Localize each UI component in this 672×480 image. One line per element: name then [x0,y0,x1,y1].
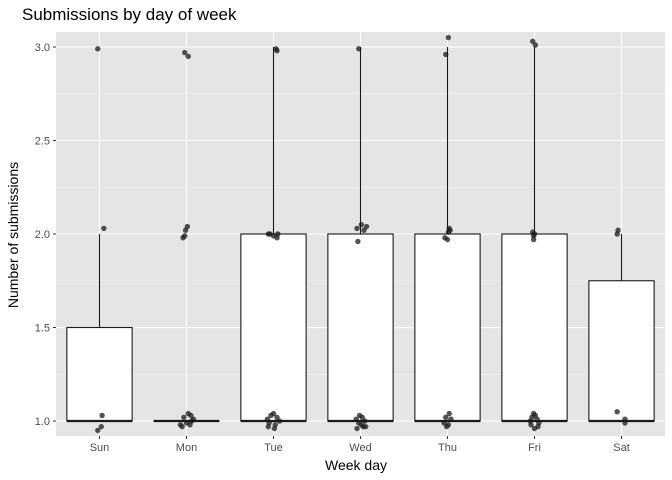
data-point [268,412,274,419]
x-tick-label: Tue [264,442,283,454]
box-sun [66,234,133,423]
x-axis: Sun Mon Tue Wed Thu Fri Sat [90,436,630,454]
data-point [530,38,536,45]
data-point [361,227,367,233]
data-point [182,233,188,239]
data-point [614,231,620,237]
data-point [622,420,628,426]
data-point [528,422,534,428]
y-tick-label: 3.0 [35,42,50,54]
data-point [181,414,187,420]
data-point [355,238,361,245]
data-point [363,223,370,230]
x-axis-title: Week day [325,457,387,473]
data-point [358,221,365,228]
data-point [614,408,620,415]
x-tick-label: Thu [438,442,457,454]
data-point [354,225,360,232]
box-wed [327,46,394,423]
data-point [446,410,452,417]
point-layer [95,34,628,434]
data-point [362,418,368,424]
data-point [622,416,628,422]
data-point [530,233,537,239]
data-point [441,420,447,426]
x-tick-label: Mon [176,442,197,454]
box-layer [66,46,655,423]
data-point [530,236,537,243]
box-body [66,326,133,422]
y-tick-label: 2.0 [35,229,50,241]
box-body [414,233,481,422]
box-sat [588,234,655,423]
data-point [265,423,271,430]
data-point [359,414,365,420]
box-tue [240,46,307,423]
data-point [182,227,189,233]
data-point [98,423,104,430]
box-fri [501,46,568,423]
box-body [327,233,394,422]
y-tick-label: 1.0 [35,416,50,428]
data-point [95,427,101,434]
data-point [95,46,101,52]
data-point [531,425,538,432]
data-point [353,416,359,422]
data-point [448,416,454,422]
data-point [445,34,452,41]
data-point [185,53,191,60]
data-point [99,412,105,419]
x-tick-label: Sun [90,442,110,454]
data-point [101,225,107,232]
y-tick-label: 1.5 [35,323,50,335]
box-thu [414,46,481,423]
box-body [588,280,655,422]
y-axis-title: Number of submissions [5,162,21,308]
y-axis: 1.0 1.5 2.0 2.5 3.0 [35,42,56,428]
data-point [188,412,194,419]
data-point [443,423,450,430]
data-point [354,425,360,432]
data-point [443,414,449,420]
y-tick-label: 2.5 [35,135,50,147]
data-point [274,48,280,54]
data-point [532,42,539,48]
x-tick-label: Sat [613,442,630,454]
data-point [443,51,449,58]
x-tick-label: Wed [349,442,371,454]
data-point [271,425,278,432]
box-body [240,233,307,422]
data-point [189,418,195,424]
data-point [177,422,184,428]
x-tick-label: Fri [528,442,541,454]
data-point [274,414,280,420]
data-point [360,423,366,430]
data-point [356,46,362,52]
data-point [182,49,188,56]
data-point [445,229,452,235]
data-point [275,231,281,237]
data-point [276,418,283,424]
chart-title: Submissions by day of week [22,5,237,24]
box-body [501,233,568,422]
data-point [444,236,451,243]
